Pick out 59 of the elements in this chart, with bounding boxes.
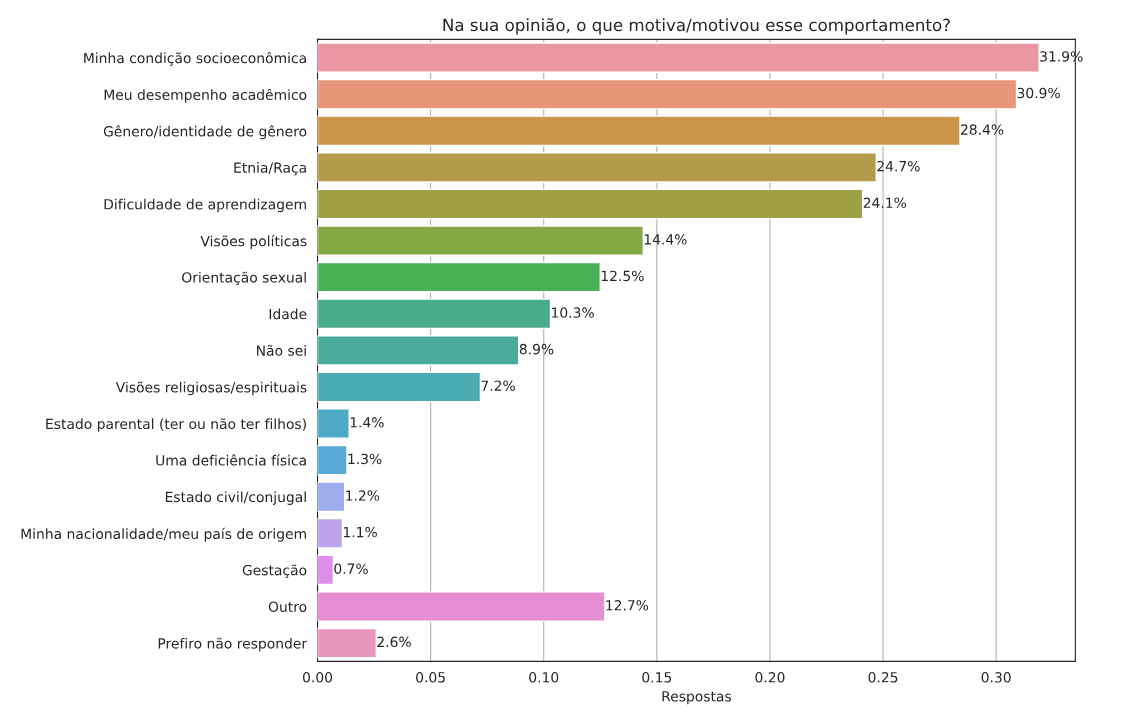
bar: [317, 408, 350, 439]
data-label: 30.9%: [1017, 87, 1060, 99]
bar: [317, 152, 877, 183]
x-tick-label: 0.25: [868, 672, 898, 683]
data-label: 12.5%: [601, 270, 644, 282]
y-tick-label: Estado parental (ter ou não ter filhos): [46, 418, 306, 432]
bar: [317, 42, 1040, 73]
bar: [317, 188, 864, 220]
x-tick-label: 0.05: [416, 672, 445, 683]
y-tick-label: Visões políticas: [200, 235, 307, 250]
y-tick-label: Minha nacionalidade/meu país de origem: [21, 527, 306, 542]
data-label: 12.7%: [606, 600, 649, 611]
y-tick-label: Prefiro não responder: [158, 637, 308, 652]
y-tick-label: Meu desempenho acadêmico: [104, 88, 307, 103]
bar: [317, 554, 335, 586]
data-label: 28.4%: [960, 124, 1004, 135]
bar: [317, 78, 1018, 110]
x-tick-label: 0.30: [981, 672, 1011, 683]
data-label: 24.7%: [877, 160, 920, 172]
data-label: 1.4%: [350, 417, 384, 428]
bar: [317, 481, 346, 513]
bar: [317, 335, 520, 366]
data-label: 14.4%: [644, 234, 687, 245]
data-label: 2.6%: [377, 636, 411, 648]
chart-title: Na sua opinião, o que motiva/motivou esse comportamento?: [443, 18, 950, 35]
bar: [317, 517, 344, 549]
data-label: 8.9%: [519, 343, 554, 355]
y-tick-label: Estado civil/conjugal: [165, 491, 306, 505]
data-label: 1.3%: [348, 453, 382, 465]
y-tick-label: Visões religiosas/espirituais: [115, 381, 307, 396]
x-tick-label: 0.10: [529, 672, 559, 683]
data-label: 0.7%: [334, 563, 368, 574]
data-label: 7.2%: [481, 380, 515, 391]
data-label: 24.1%: [863, 197, 907, 209]
x-tick-label: 0.15: [642, 672, 672, 683]
x-tick-label: 0.00: [302, 672, 333, 683]
bar: [317, 225, 644, 256]
y-tick-label: Orientação sexual: [182, 271, 306, 286]
y-tick-label: Gênero/identidade de gênero: [103, 125, 307, 140]
data-label: 10.3%: [552, 307, 594, 318]
data-label: 1.1%: [343, 526, 377, 538]
y-tick-label: Outro: [268, 601, 307, 612]
data-label: 1.2%: [346, 490, 380, 501]
y-tick-label: Idade: [269, 308, 307, 320]
bar: [317, 627, 378, 659]
y-tick-label: Etnia/Raça: [234, 162, 306, 176]
bar: [317, 298, 552, 330]
y-tick-label: Gestação: [242, 564, 307, 578]
bar: [317, 591, 606, 622]
x-axis-title: Respostas: [662, 691, 732, 705]
y-tick-label: Uma deficiência física: [156, 454, 306, 466]
bar: [317, 115, 961, 147]
bar: [317, 444, 348, 476]
y-tick-label: Minha condição socioeconômica: [84, 51, 306, 66]
bar: [317, 371, 482, 403]
y-tick-label: Dificuldade de aprendizagem: [104, 198, 306, 213]
y-tick-label: Não sei: [257, 344, 306, 356]
x-tick-label: 0.20: [755, 672, 785, 683]
bar: [317, 261, 601, 293]
